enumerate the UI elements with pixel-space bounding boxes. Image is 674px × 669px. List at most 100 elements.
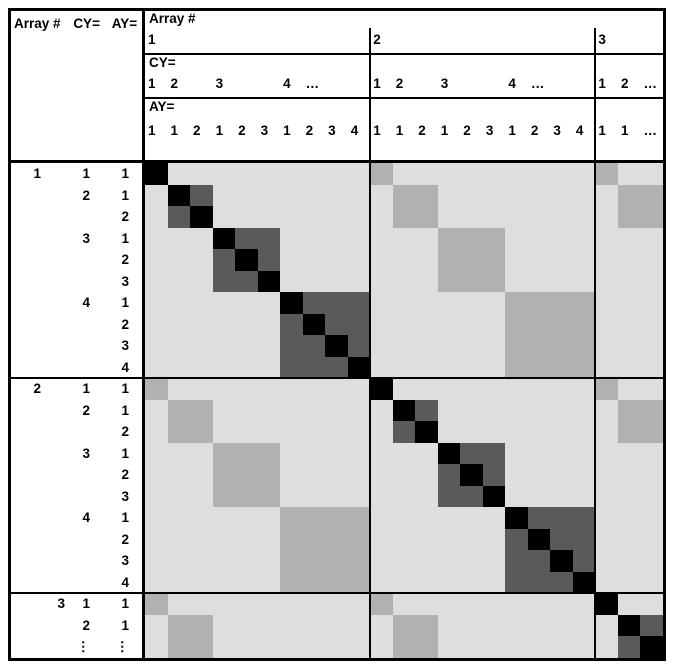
row-cy-label: 2 xyxy=(82,187,90,203)
matrix-cell xyxy=(392,292,416,314)
matrix-cell xyxy=(460,292,483,314)
matrix-cell xyxy=(550,507,573,529)
matrix-top-border xyxy=(11,160,663,163)
matrix-cell xyxy=(212,184,236,207)
matrix-cell xyxy=(415,184,438,207)
row-ay-label: ⋮ xyxy=(115,639,130,655)
matrix-cell xyxy=(415,485,438,508)
matrix-cell xyxy=(527,335,551,357)
row-label: 3 xyxy=(11,486,142,508)
matrix-cell xyxy=(572,528,596,551)
matrix-cell xyxy=(392,313,416,336)
row-label: 4 xyxy=(11,572,142,594)
row-array-label: 1 xyxy=(33,166,41,181)
matrix-cell xyxy=(167,550,191,572)
matrix-cell xyxy=(617,636,641,658)
matrix-cell xyxy=(572,399,596,422)
matrix-cell xyxy=(302,636,326,658)
matrix-cell xyxy=(595,270,618,293)
matrix-cell xyxy=(212,356,236,379)
matrix-cell xyxy=(145,464,168,486)
matrix-cell xyxy=(370,636,393,658)
matrix-cell xyxy=(190,356,213,379)
row-cy-label: 1 xyxy=(82,596,90,612)
matrix-cell xyxy=(190,485,213,508)
matrix-cell xyxy=(550,593,573,615)
matrix-cell xyxy=(280,485,303,508)
matrix-cell xyxy=(302,163,326,185)
matrix-cell xyxy=(347,485,371,508)
matrix-cell xyxy=(370,399,393,422)
matrix-cell xyxy=(235,313,258,336)
array-col-label xyxy=(528,29,551,50)
matrix-cell xyxy=(325,614,348,637)
matrix-cell xyxy=(167,184,191,207)
matrix-cell xyxy=(550,636,573,658)
matrix-cell xyxy=(572,292,596,314)
matrix-cell xyxy=(437,335,461,357)
matrix-cell xyxy=(460,593,483,615)
matrix-cell xyxy=(145,184,168,207)
matrix-cell xyxy=(145,292,168,314)
matrix-cell xyxy=(640,227,663,250)
row-array-label xyxy=(11,421,47,443)
matrix-cell xyxy=(550,485,573,508)
matrix-cell xyxy=(280,399,303,422)
matrix-cell xyxy=(482,507,506,529)
matrix-cell xyxy=(280,206,303,228)
row-ay-label: 4 xyxy=(121,574,129,590)
matrix-cell xyxy=(212,464,236,486)
matrix-cell xyxy=(235,356,258,379)
cy-col-label: … xyxy=(643,76,657,91)
row-array-label xyxy=(11,185,47,207)
matrix-cell xyxy=(595,356,618,379)
matrix-cell xyxy=(325,356,348,379)
matrix-cell xyxy=(257,593,281,615)
header-divider-line-1 xyxy=(145,53,663,55)
array-col-label xyxy=(393,29,416,50)
matrix-cell xyxy=(617,399,641,422)
matrix-cell xyxy=(505,270,528,293)
matrix-cell xyxy=(302,313,326,336)
matrix-cell xyxy=(325,507,348,529)
matrix-cell xyxy=(235,249,258,271)
matrix-cell xyxy=(640,507,663,529)
matrix-cell xyxy=(572,550,596,572)
row-cy-label xyxy=(47,421,93,443)
matrix-cell xyxy=(370,206,393,228)
matrix-cell xyxy=(527,464,551,486)
matrix-cell xyxy=(347,163,371,185)
matrix-cell xyxy=(167,485,191,508)
array-col-label: 1 xyxy=(148,32,156,47)
matrix-cell xyxy=(550,163,573,185)
matrix-cell xyxy=(325,249,348,271)
matrix-cell xyxy=(212,507,236,529)
matrix-cell xyxy=(212,313,236,336)
matrix-cell xyxy=(437,442,461,465)
matrix-cell xyxy=(482,464,506,486)
matrix-cell xyxy=(617,421,641,443)
matrix-cell xyxy=(482,485,506,508)
matrix-cell xyxy=(347,249,371,271)
matrix-cell xyxy=(505,464,528,486)
matrix-cell xyxy=(212,249,236,271)
ay-col-label: 1 xyxy=(440,123,449,138)
matrix-cell xyxy=(392,184,416,207)
matrix-cell xyxy=(527,378,551,400)
matrix-cell xyxy=(617,292,641,314)
matrix-cell xyxy=(595,507,618,529)
row-ay-label: 2 xyxy=(121,209,129,225)
matrix-cell xyxy=(460,184,483,207)
matrix-cell xyxy=(257,249,281,271)
matrix-cell xyxy=(190,270,213,293)
matrix-cell xyxy=(392,528,416,551)
matrix-cell xyxy=(437,485,461,508)
matrix-cell xyxy=(145,550,168,572)
row-label: 2 xyxy=(11,206,142,228)
matrix-cell xyxy=(550,421,573,443)
matrix-cell xyxy=(280,528,303,551)
matrix-cell xyxy=(167,442,191,465)
